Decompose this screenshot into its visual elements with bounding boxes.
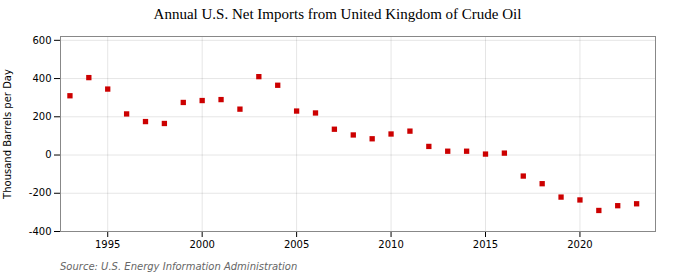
- svg-text:1995: 1995: [95, 239, 120, 250]
- svg-text:200: 200: [32, 111, 51, 122]
- svg-text:400: 400: [32, 73, 51, 84]
- svg-text:2005: 2005: [284, 239, 309, 250]
- svg-text:600: 600: [32, 35, 51, 46]
- svg-text:2015: 2015: [473, 239, 498, 250]
- svg-text:-400: -400: [29, 226, 52, 237]
- svg-text:-200: -200: [29, 187, 52, 198]
- svg-text:2000: 2000: [189, 239, 214, 250]
- svg-text:2020: 2020: [567, 239, 592, 250]
- svg-text:2010: 2010: [378, 239, 403, 250]
- svg-text:Thousand Barrels per Day: Thousand Barrels per Day: [2, 69, 13, 200]
- html-text:Source: U.S. Energy Informatio: Source: U.S. Energy Information Administ…: [60, 261, 298, 272]
- svg-text:0: 0: [45, 149, 51, 160]
- html-text:Annual U.S. Net Imports from U: Annual U.S. Net Imports from United King…: [153, 6, 522, 22]
